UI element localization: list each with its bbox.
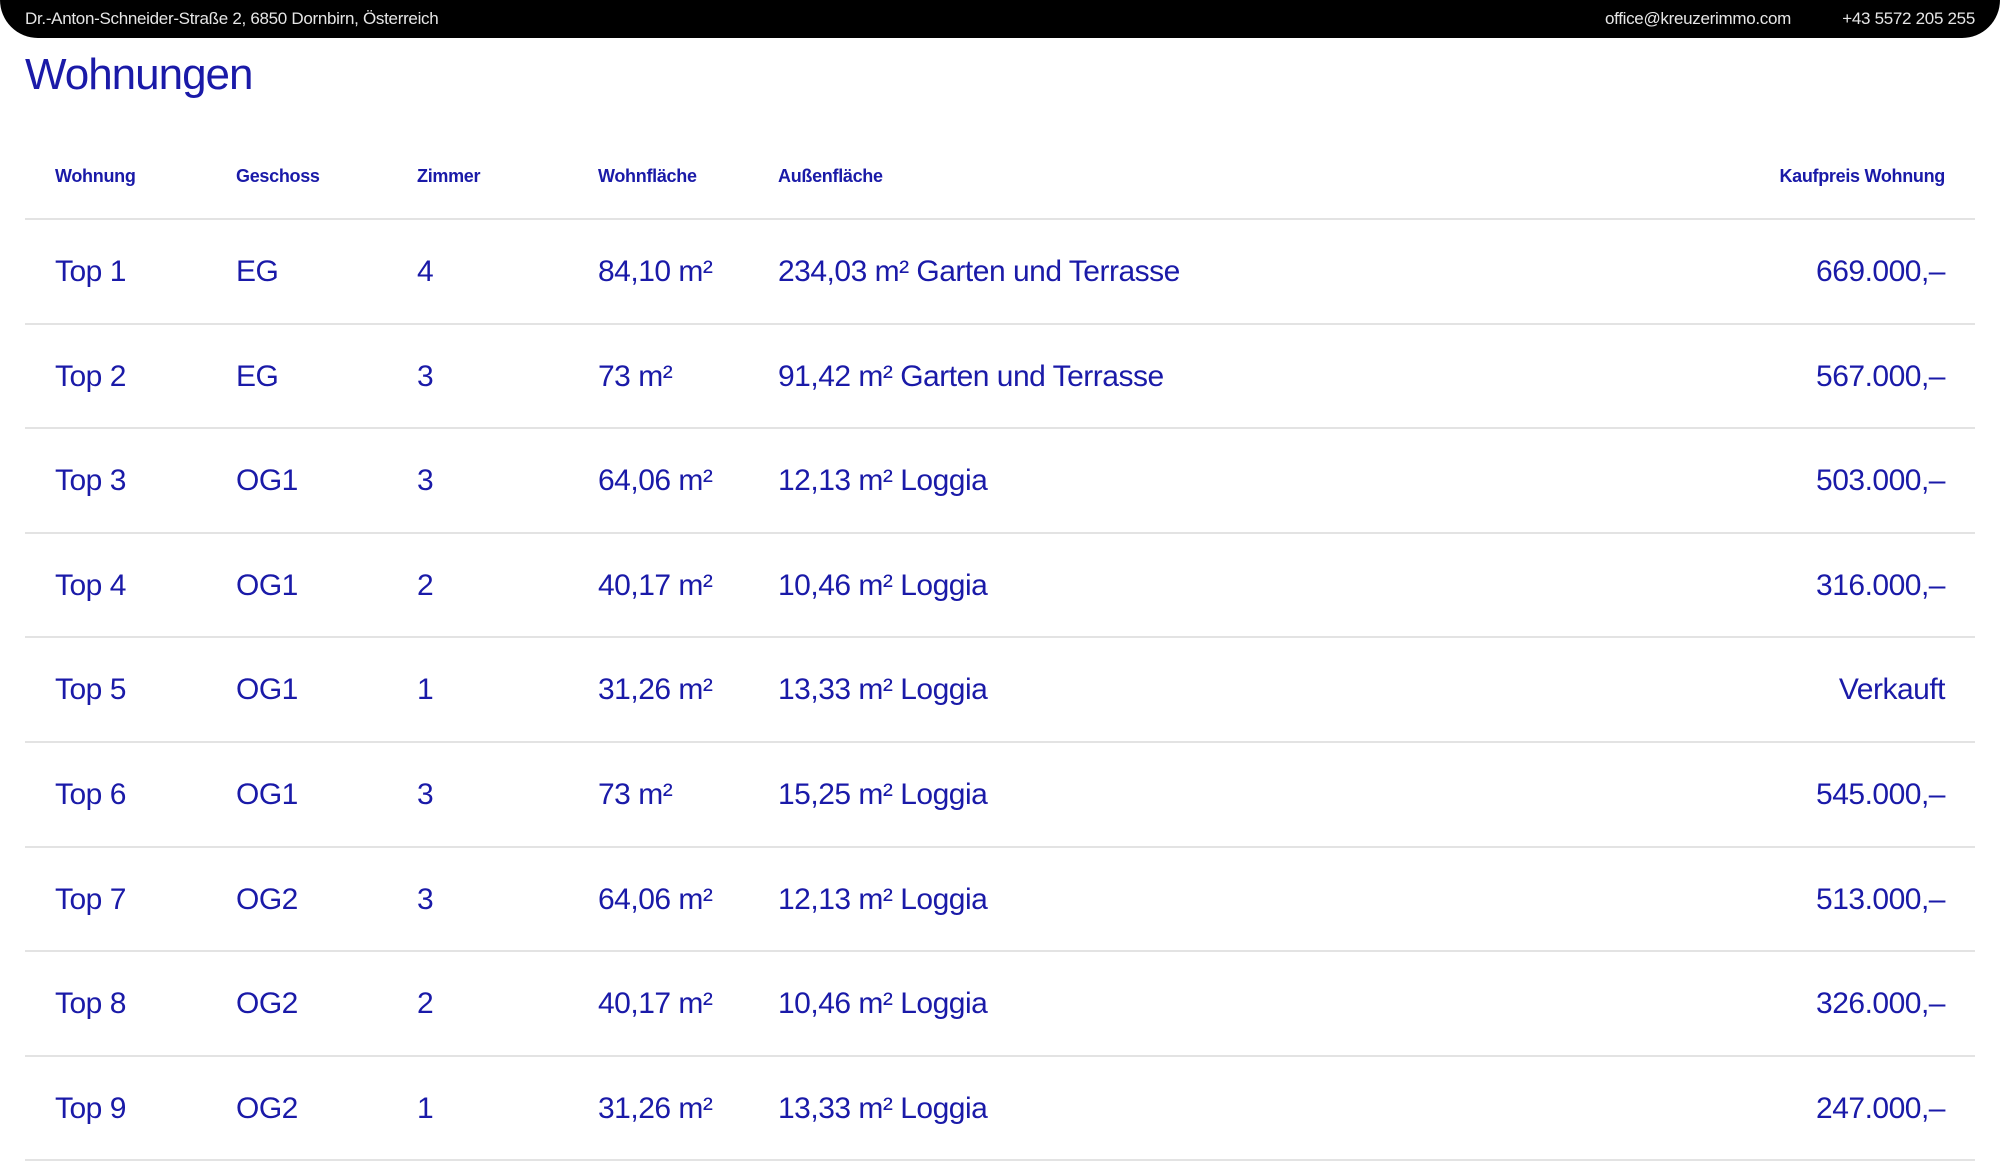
cell-wohnflaeche: 40,17 m² xyxy=(598,568,713,602)
cell-geschoss: OG1 xyxy=(236,464,298,498)
cell-wohnflaeche: 84,10 m² xyxy=(598,255,713,288)
column-header-wohnung: Wohnung xyxy=(55,166,136,186)
table-row[interactable]: Top 6 OG1 3 73 m² 15,25 m² Loggia 545.000,– xyxy=(25,743,1975,848)
cell-aussenflaeche: 10,46 m² Loggia xyxy=(778,568,988,602)
page-title: Wohnungen xyxy=(25,50,253,99)
cell-wohnung: Top 9 xyxy=(55,1091,126,1125)
cell-wohnflaeche: 40,17 m² xyxy=(598,987,713,1021)
cell-aussenflaeche: 12,13 m² Loggia xyxy=(778,464,988,498)
cell-geschoss: OG2 xyxy=(236,987,298,1021)
cell-zimmer: 4 xyxy=(417,255,434,288)
address-text: Dr.-Anton-Schneider-Straße 2, 6850 Dornb… xyxy=(25,9,439,28)
cell-geschoss: OG1 xyxy=(236,568,298,602)
cell-geschoss: OG1 xyxy=(236,777,298,811)
table-row[interactable]: Top 3 OG1 3 64,06 m² 12,13 m² Loggia 503.000,… xyxy=(25,429,1975,534)
cell-kaufpreis: 669.000,– xyxy=(1816,255,1945,288)
cell-geschoss: EG xyxy=(236,255,279,288)
cell-wohnung: Top 3 xyxy=(55,464,126,498)
cell-wohnflaeche: 31,26 m² xyxy=(598,673,713,707)
cell-aussenflaeche: 91,42 m² Garten und Terrasse xyxy=(778,359,1164,393)
phone-link[interactable]: +43 5572 205 255 xyxy=(1842,9,1975,28)
apartments-table: Wohnung Geschoss Zimmer Wohnfläche Außen… xyxy=(25,150,1975,1161)
table-row[interactable]: Top 4 OG1 2 40,17 m² 10,46 m² Loggia 316.000,… xyxy=(25,534,1975,639)
cell-wohnung: Top 7 xyxy=(55,882,126,916)
cell-aussenflaeche: 15,25 m² Loggia xyxy=(778,777,988,811)
cell-wohnung: Top 2 xyxy=(55,359,126,393)
cell-zimmer: 3 xyxy=(417,359,434,393)
cell-kaufpreis: 247.000,– xyxy=(1816,1091,1945,1125)
cell-geschoss: OG1 xyxy=(236,673,298,707)
cell-wohnflaeche: 73 m² xyxy=(598,359,673,393)
column-header-zimmer: Zimmer xyxy=(417,166,481,186)
cell-zimmer: 2 xyxy=(417,568,434,602)
cell-wohnung: Top 4 xyxy=(55,568,126,602)
email-link[interactable]: office@kreuzerimmo.com xyxy=(1604,9,1791,28)
cell-aussenflaeche: 13,33 m² Loggia xyxy=(778,673,988,707)
cell-zimmer: 1 xyxy=(417,673,434,707)
cell-zimmer: 3 xyxy=(417,882,434,916)
cell-wohnung: Top 6 xyxy=(55,777,126,811)
cell-geschoss: OG2 xyxy=(236,1091,298,1125)
cell-zimmer: 3 xyxy=(417,777,434,811)
cell-kaufpreis: 567.000,– xyxy=(1816,359,1945,393)
cell-kaufpreis: 513.000,– xyxy=(1816,882,1945,916)
cell-kaufpreis: Verkauft xyxy=(1838,673,1946,707)
table-row[interactable]: Top 5 OG1 1 31,26 m² 13,33 m² Loggia Verkauft xyxy=(25,638,1975,743)
table-row[interactable]: Top 8 OG2 2 40,17 m² 10,46 m² Loggia 326.000,… xyxy=(25,952,1975,1057)
cell-aussenflaeche: 13,33 m² Loggia xyxy=(778,1091,988,1125)
cell-wohnflaeche: 64,06 m² xyxy=(598,882,713,916)
cell-wohnung: Top 1 xyxy=(55,255,126,288)
column-header-aussenflaeche: Außenfläche xyxy=(778,166,883,186)
cell-kaufpreis: 545.000,– xyxy=(1816,777,1945,811)
cell-aussenflaeche: 234,03 m² Garten und Terrasse xyxy=(778,255,1180,288)
cell-wohnung: Top 8 xyxy=(55,987,126,1021)
cell-aussenflaeche: 10,46 m² Loggia xyxy=(778,987,988,1021)
column-header-geschoss: Geschoss xyxy=(236,166,320,186)
top-contact-bar: Dr.-Anton-Schneider-Straße 2, 6850 Dornb… xyxy=(0,0,2000,38)
table-row[interactable]: Top 2 EG 3 73 m² 91,42 m² Garten und Terrass… xyxy=(25,325,1975,430)
cell-kaufpreis: 316.000,– xyxy=(1816,568,1945,602)
cell-wohnung: Top 5 xyxy=(55,673,126,707)
cell-wohnflaeche: 31,26 m² xyxy=(598,1091,713,1125)
table-row[interactable]: Top 9 OG2 1 31,26 m² 13,33 m² Loggia 247.000,… xyxy=(25,1057,1975,1161)
cell-geschoss: OG2 xyxy=(236,882,298,916)
cell-aussenflaeche: 12,13 m² Loggia xyxy=(778,882,988,916)
cell-wohnflaeche: 73 m² xyxy=(598,777,673,811)
cell-kaufpreis: 326.000,– xyxy=(1816,987,1945,1021)
cell-zimmer: 3 xyxy=(417,464,434,498)
cell-zimmer: 1 xyxy=(417,1091,434,1125)
column-header-wohnflaeche: Wohnfläche xyxy=(598,166,697,186)
table-header-row: Wohnung Geschoss Zimmer Wohnfläche Außen… xyxy=(25,150,1975,220)
cell-kaufpreis: 503.000,– xyxy=(1816,464,1945,498)
table-row[interactable]: Top 1 EG 4 84,10 m² 234,03 m² Garten und Ter… xyxy=(25,220,1975,325)
cell-zimmer: 2 xyxy=(417,987,434,1021)
column-header-kaufpreis: Kaufpreis Wohnung xyxy=(1779,166,1945,186)
cell-geschoss: EG xyxy=(236,359,279,393)
cell-wohnflaeche: 64,06 m² xyxy=(598,464,713,498)
table-row[interactable]: Top 7 OG2 3 64,06 m² 12,13 m² Loggia 513.000,… xyxy=(25,848,1975,953)
